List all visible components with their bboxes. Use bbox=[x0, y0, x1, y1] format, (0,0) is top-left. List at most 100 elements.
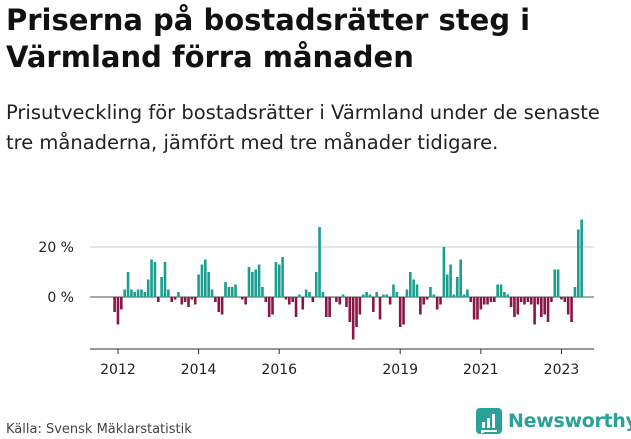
bar-negative bbox=[526, 297, 530, 302]
bar-positive bbox=[160, 277, 163, 297]
newsworthy-logo-icon bbox=[476, 408, 502, 434]
bar-positive bbox=[251, 272, 254, 297]
bar-negative bbox=[267, 297, 271, 317]
bar-negative bbox=[284, 297, 288, 300]
x-tick-label: 2021 bbox=[463, 362, 499, 378]
bar-negative bbox=[439, 297, 442, 305]
source-note: Källa: Svensk Mäklarstatistik bbox=[6, 422, 192, 437]
bar-positive bbox=[385, 294, 389, 297]
bar-positive bbox=[308, 292, 311, 297]
chart-title: Priserna på bostadsrätter steg i Värmlan… bbox=[6, 3, 531, 74]
bar-negative bbox=[113, 297, 116, 312]
bar-negative bbox=[156, 297, 160, 302]
bar-positive bbox=[331, 297, 335, 298]
bar-positive bbox=[130, 289, 133, 297]
bar-negative bbox=[435, 297, 439, 310]
chart-subtitle: Prisutveckling för bostadsrätter i Värml… bbox=[6, 101, 600, 154]
bar-negative bbox=[173, 297, 177, 300]
bar-negative bbox=[513, 297, 516, 317]
bar-negative bbox=[472, 297, 476, 320]
bar-positive bbox=[207, 272, 210, 297]
bar-negative bbox=[294, 297, 298, 317]
bar-positive bbox=[321, 292, 325, 297]
bar-negative bbox=[482, 297, 486, 305]
bar-negative bbox=[492, 297, 496, 302]
bar-negative bbox=[398, 297, 402, 327]
bar-positive bbox=[136, 289, 140, 297]
bar-positive bbox=[375, 292, 378, 297]
bar-positive bbox=[227, 287, 231, 297]
bar-positive bbox=[506, 294, 510, 297]
brand-name: Newsworthy bbox=[508, 410, 631, 432]
bar-negative bbox=[519, 297, 523, 302]
bar-negative bbox=[479, 297, 483, 310]
bar-positive bbox=[412, 279, 415, 297]
x-tick-label: 2016 bbox=[261, 362, 297, 378]
bar-positive bbox=[382, 294, 385, 297]
bar-negative bbox=[180, 297, 184, 305]
bar-negative bbox=[550, 297, 553, 302]
bar-positive bbox=[368, 294, 372, 297]
bar-negative bbox=[348, 297, 352, 322]
bar-positive bbox=[466, 289, 469, 297]
bar-positive bbox=[318, 227, 321, 297]
bar-negative bbox=[425, 297, 429, 300]
x-tick-label: 2019 bbox=[382, 362, 418, 378]
bar-negative bbox=[546, 297, 550, 322]
bar-negative bbox=[338, 297, 342, 305]
bar-negative bbox=[244, 297, 247, 305]
bar-negative bbox=[476, 297, 479, 320]
bar-negative bbox=[214, 297, 217, 302]
bar-positive bbox=[405, 289, 409, 297]
bar-positive bbox=[580, 219, 583, 297]
bar-positive bbox=[274, 262, 278, 297]
bar-positive bbox=[445, 274, 449, 297]
bar-negative bbox=[489, 297, 493, 302]
bar-negative bbox=[288, 297, 291, 305]
bar-negative bbox=[566, 297, 570, 315]
bar-positive bbox=[314, 272, 318, 297]
bar-negative bbox=[469, 297, 473, 302]
bar-positive bbox=[304, 289, 308, 297]
bar-positive bbox=[503, 292, 506, 297]
bar-negative bbox=[324, 297, 328, 317]
bar-positive bbox=[442, 247, 446, 297]
bar-positive bbox=[449, 264, 452, 297]
bar-positive bbox=[556, 269, 560, 297]
bar-positive bbox=[429, 287, 432, 297]
bar-negative bbox=[533, 297, 536, 325]
bar-negative bbox=[240, 297, 244, 300]
bar-negative bbox=[372, 297, 375, 312]
bar-positive bbox=[576, 229, 580, 297]
newsworthy-logo: Newsworthy bbox=[476, 406, 631, 436]
y-tick-label: 0 % bbox=[47, 290, 74, 306]
bar-negative bbox=[536, 297, 540, 305]
bar-positive bbox=[224, 282, 227, 297]
bar-positive bbox=[197, 274, 200, 297]
bar-negative bbox=[335, 297, 338, 302]
value-annotation: 31 % bbox=[573, 0, 611, 4]
bar-negative bbox=[402, 297, 405, 325]
bar-positive bbox=[298, 294, 301, 297]
bar-negative bbox=[271, 297, 274, 315]
bar-negative bbox=[516, 297, 520, 315]
bar-positive bbox=[153, 262, 157, 297]
bar-negative bbox=[187, 297, 190, 307]
bar-negative bbox=[301, 297, 305, 310]
bar-negative bbox=[570, 297, 573, 322]
bar-positive bbox=[167, 289, 170, 297]
bar-positive bbox=[177, 292, 180, 297]
bar-positive bbox=[365, 292, 368, 297]
bar-negative bbox=[509, 297, 513, 307]
bar-positive bbox=[237, 297, 241, 298]
bar-negative bbox=[486, 297, 489, 305]
bar-positive bbox=[456, 277, 459, 297]
bar-positive bbox=[150, 259, 153, 297]
bar-negative bbox=[220, 297, 224, 315]
bar-positive bbox=[163, 262, 167, 297]
bar-negative bbox=[422, 297, 426, 305]
bar-positive bbox=[462, 294, 466, 297]
bar-negative bbox=[291, 297, 294, 302]
bar-negative bbox=[217, 297, 221, 312]
